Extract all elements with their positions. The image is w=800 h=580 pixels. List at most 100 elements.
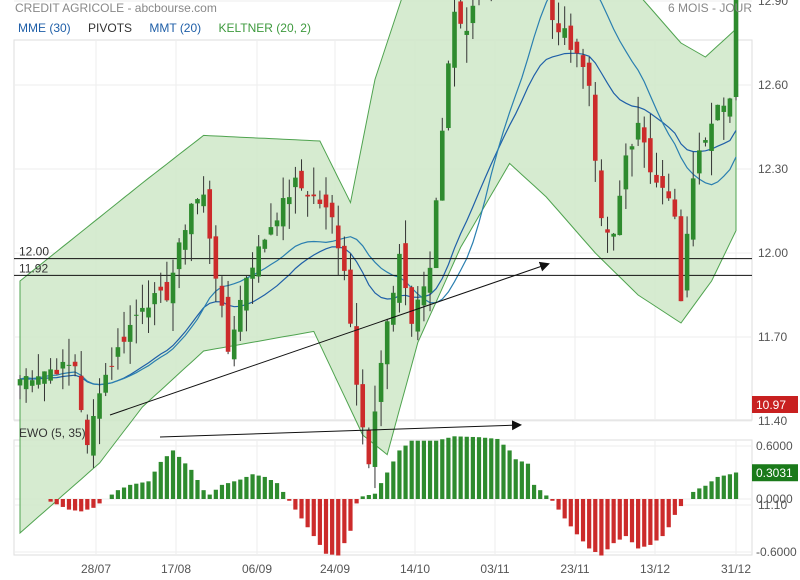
candle-up <box>721 105 727 112</box>
ewo-bar-negative <box>636 499 641 549</box>
candle-down <box>85 419 90 446</box>
candle-up <box>29 380 35 386</box>
candle-up <box>66 364 72 366</box>
ewo-bar-positive <box>452 436 457 499</box>
candle-up <box>274 220 280 227</box>
ewo-tick-label: 0.0000 <box>756 492 793 506</box>
ewo-bar-positive <box>391 461 396 499</box>
ewo-bar-positive <box>250 474 255 499</box>
x-tick-label: 23/11 <box>560 562 589 576</box>
ewo-bar-positive <box>703 485 708 499</box>
ewo-bar-positive <box>378 483 384 499</box>
ewo-bar-positive <box>507 450 512 499</box>
ewo-bar-negative <box>587 499 592 549</box>
candle-up <box>133 314 139 316</box>
legend-mmt[interactable]: MMT (20) <box>149 21 202 35</box>
legend-mme[interactable]: MME (30) <box>18 21 71 35</box>
ewo-bar-positive <box>691 491 696 499</box>
x-tick-label: 14/10 <box>400 562 430 576</box>
ewo-bar-positive <box>721 475 726 499</box>
candle-down <box>213 236 219 279</box>
ewo-bar-positive <box>409 440 414 499</box>
ewo-bar-positive <box>360 496 365 499</box>
ewo-bar-positive <box>256 475 261 499</box>
candle-up <box>256 246 261 277</box>
ewo-bar-negative <box>287 499 292 501</box>
candle-up <box>262 239 268 249</box>
price-tick-label: 11.40 <box>758 414 787 428</box>
candle-up <box>91 415 96 456</box>
candle-up <box>146 307 151 318</box>
ewo-bar-negative <box>354 499 359 504</box>
ewo-bar-positive <box>244 476 249 499</box>
ewo-bar-positive <box>483 437 488 499</box>
candle-down <box>317 199 323 204</box>
candle-down <box>366 429 372 465</box>
candle-up <box>60 361 66 369</box>
x-tick-label: 03/11 <box>480 562 509 576</box>
legend-pivots[interactable]: PIVOTS <box>88 21 133 35</box>
candle-up <box>439 130 445 201</box>
candle-up <box>36 376 41 385</box>
price-tick-label: 12.30 <box>758 162 788 176</box>
candle-up <box>421 286 427 306</box>
candle-down <box>109 365 115 367</box>
ewo-bar-negative <box>293 499 298 510</box>
ewo-tick-label: -0.6000 <box>756 545 797 559</box>
candle-up <box>703 140 708 143</box>
candle-up <box>280 198 286 227</box>
ewo-bar-positive <box>446 437 451 499</box>
ewo-bar-positive <box>501 444 506 499</box>
indicator-legend: MME (30) PIVOTS MMT (20) KELTNER (20, 2) <box>18 21 325 35</box>
trend-line-ewo <box>159 420 522 438</box>
ewo-bar-negative <box>79 499 84 512</box>
ewo-bar-negative <box>605 499 610 550</box>
axes: 13.5013.2012.9012.6012.3012.0011.7011.40… <box>81 0 797 576</box>
badge-low-text: 10.97 <box>756 398 786 412</box>
candle-up <box>195 199 200 204</box>
badge-low <box>752 396 798 413</box>
ewo-bar-negative <box>72 499 78 511</box>
badge-ewo <box>752 464 798 482</box>
badge-ewo-text: 0.3031 <box>756 466 793 480</box>
candle-down <box>78 375 84 411</box>
ewo-bar-positive <box>403 445 408 499</box>
ewo-bar-positive <box>177 456 182 499</box>
ewo-bar-negative <box>648 499 653 545</box>
ewo-bar-positive <box>415 440 420 499</box>
candle-up <box>378 362 384 402</box>
candle-down <box>121 336 127 342</box>
candle-up <box>23 376 29 390</box>
ewo-bar-negative <box>580 499 586 542</box>
candle-down <box>605 229 610 233</box>
ewo-bar-positive <box>372 493 378 499</box>
ewo-tick-label: 0.6000 <box>756 439 793 453</box>
ewo-bar-positive <box>134 483 139 499</box>
ewo-bar-negative <box>666 499 671 528</box>
candle-up <box>690 178 696 240</box>
ewo-bar-positive <box>709 481 714 499</box>
chart-title: CREDIT AGRICOLE - abcbourse.com <box>15 1 217 15</box>
ewo-bar-negative <box>66 499 72 510</box>
ewo-legend[interactable]: EWO (5, 35) <box>19 426 86 440</box>
ewo-bar-negative <box>672 499 677 515</box>
ewo-bar-negative <box>317 499 322 545</box>
x-tick-label: 28/07 <box>81 562 111 576</box>
mme-line <box>19 52 737 386</box>
candle-down <box>164 281 170 301</box>
candle-down <box>311 194 317 197</box>
candle-up <box>201 194 206 207</box>
ewo-bar-positive <box>170 450 176 499</box>
candle-down <box>580 55 586 67</box>
candle-up <box>244 277 249 311</box>
legend-keltner[interactable]: KELTNER (20, 2) <box>218 21 311 35</box>
price-tick-label: 12.60 <box>758 78 788 92</box>
pivot-label: 11.92 <box>19 261 48 275</box>
ewo-bar-negative <box>599 499 604 556</box>
ewo-bar-negative <box>48 499 53 502</box>
ewo-bar-positive <box>152 471 157 499</box>
candle-down <box>641 127 647 143</box>
candle-up <box>562 28 567 38</box>
ewo-bar-negative <box>348 499 353 531</box>
ewo-bar-positive <box>140 482 145 499</box>
